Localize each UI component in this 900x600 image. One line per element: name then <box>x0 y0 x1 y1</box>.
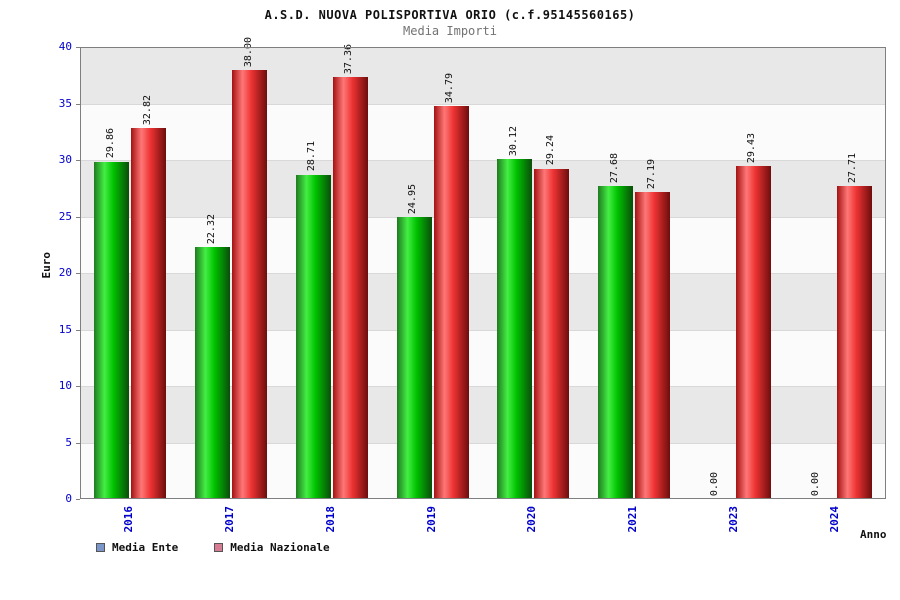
gridline <box>80 329 886 331</box>
x-category-label: 2024 <box>827 506 841 533</box>
y-tick-mark <box>76 47 80 48</box>
bar-media-ente <box>94 161 130 499</box>
chart-subtitle: Media Importi <box>403 24 497 38</box>
x-category-label: 2016 <box>122 506 136 533</box>
bar-value-label: 32.82 <box>141 95 153 126</box>
bar-value-label: 28.71 <box>306 141 318 172</box>
bar-value-label: 29.24 <box>544 135 556 166</box>
legend: Media Ente Media Nazionale <box>96 541 330 554</box>
bar-media-ente <box>195 246 231 499</box>
y-tick-label: 40 <box>58 40 72 53</box>
bar-value-label: 29.86 <box>104 128 116 159</box>
bar-value-label: 27.71 <box>847 152 859 183</box>
x-category-label: 2021 <box>626 506 640 533</box>
legend-swatch-media-ente <box>96 543 105 552</box>
bar-value-label: 0.00 <box>810 471 822 496</box>
bar-media-ente <box>295 174 331 499</box>
legend-label-media-nazionale: Media Nazionale <box>230 541 330 554</box>
y-tick-label: 25 <box>58 209 72 223</box>
x-category-label: 2019 <box>424 506 438 533</box>
chart-title: A.S.D. NUOVA POLISPORTIVA ORIO (c.f.9514… <box>264 8 636 22</box>
y-tick-mark <box>76 499 80 500</box>
bar-media-ente <box>497 158 533 499</box>
bar-media-ente <box>396 217 432 499</box>
y-tick-label: 10 <box>58 379 72 392</box>
x-category-label: 2020 <box>525 506 539 533</box>
y-tick-label: 5 <box>65 435 72 449</box>
bar-value-label: 22.32 <box>205 213 217 244</box>
bar-media-nazionale <box>332 76 368 499</box>
bar-media-ente <box>598 186 634 499</box>
legend-swatch-media-nazionale <box>214 543 224 552</box>
plot-band <box>80 47 886 104</box>
bar-media-nazionale <box>534 168 570 499</box>
gridline <box>80 273 886 274</box>
y-tick-mark <box>76 442 80 444</box>
x-category-label: 2018 <box>323 506 337 533</box>
bar-media-nazionale <box>635 191 671 499</box>
legend-label-media-ente: Media Ente <box>112 541 179 554</box>
y-tick-label: 15 <box>58 322 72 336</box>
y-tick-mark <box>76 273 80 274</box>
bar-media-nazionale <box>433 105 469 499</box>
bar-value-label: 38.00 <box>242 36 254 67</box>
y-tick-mark <box>76 160 80 161</box>
y-tick-mark <box>76 216 80 218</box>
bar-value-label: 29.43 <box>746 133 758 164</box>
bar-value-label: 0.00 <box>709 471 721 496</box>
gridline <box>80 103 886 105</box>
y-tick-mark <box>76 329 80 331</box>
y-tick-mark <box>76 386 80 387</box>
y-tick-mark <box>76 103 80 105</box>
bar-media-nazionale <box>735 166 771 499</box>
y-tick-label: 20 <box>58 266 72 279</box>
x-category-label: 2017 <box>223 506 237 533</box>
gridline <box>80 160 886 161</box>
bar-value-label: 30.12 <box>507 125 519 156</box>
y-tick-label: 30 <box>58 153 72 166</box>
bar-media-nazionale <box>131 128 167 499</box>
gridline <box>80 386 886 387</box>
bar-media-nazionale <box>232 69 268 499</box>
bar-value-label: 27.68 <box>608 153 620 184</box>
gridline <box>80 216 886 218</box>
bar-value-label: 37.36 <box>343 43 355 74</box>
bar-value-label: 24.95 <box>407 183 419 215</box>
y-tick-label: 0 <box>65 492 72 505</box>
bar-value-label: 34.79 <box>444 72 456 103</box>
plot-band <box>80 103 886 160</box>
x-axis-title: Anno <box>860 528 887 541</box>
x-category-label: 2023 <box>726 506 740 533</box>
bar-media-nazionale <box>836 185 872 499</box>
gridline <box>80 442 886 444</box>
y-tick-label: 35 <box>58 96 72 110</box>
bar-value-label: 27.19 <box>645 158 657 189</box>
